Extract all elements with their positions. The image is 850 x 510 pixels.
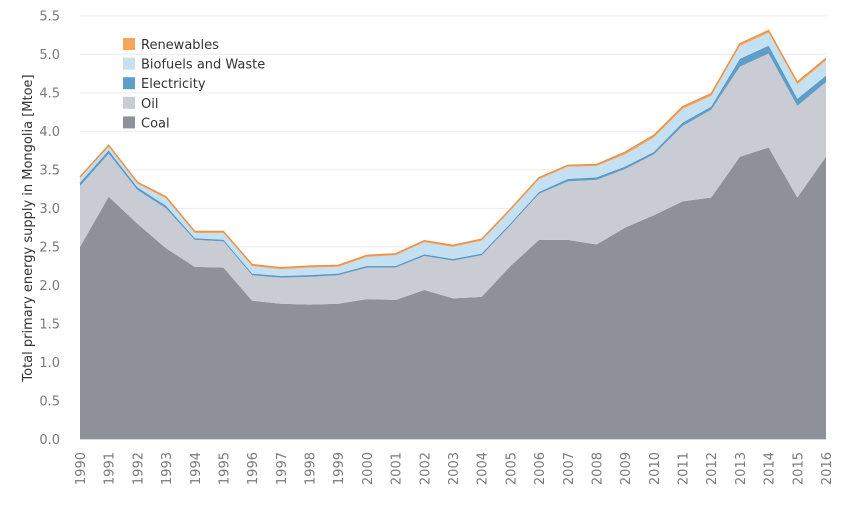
y-tick-label: 2.5 <box>39 240 60 255</box>
y-tick-label: 1.0 <box>39 356 60 371</box>
x-tick-label: 1993 <box>160 452 175 485</box>
x-tick-label: 2012 <box>705 452 720 485</box>
y-tick-label: 3.0 <box>39 202 60 217</box>
y-tick-label: 5.0 <box>39 48 60 63</box>
x-tick-label: 2013 <box>734 452 749 485</box>
y-tick-label: 5.5 <box>39 9 60 24</box>
legend-label: Coal <box>141 116 170 131</box>
series-area-coal <box>80 147 826 440</box>
legend-swatch <box>123 57 135 70</box>
x-tick-label: 2014 <box>763 452 778 485</box>
x-tick-label: 2003 <box>447 452 462 485</box>
x-tick-label: 2000 <box>361 452 376 485</box>
legend-swatch <box>123 38 135 50</box>
x-tick-label: 2008 <box>590 452 605 485</box>
x-tick-label: 2016 <box>820 452 835 485</box>
x-tick-label: 1994 <box>189 452 204 485</box>
x-tick-label: 2011 <box>677 452 692 485</box>
y-tick-label: 0.0 <box>39 433 60 448</box>
x-tick-label: 1997 <box>275 452 290 485</box>
legend-label: Electricity <box>141 77 206 92</box>
x-tick-label: 1990 <box>74 452 89 485</box>
x-tick-label: 2009 <box>619 452 634 485</box>
y-tick-label: 2.0 <box>39 279 60 294</box>
x-tick-label: 1999 <box>332 452 347 485</box>
y-axis-ticks: 0.0 0.5 1.0 1.5 2.0 2.5 3.0 3.5 4.0 4.5 5.0 5.5 <box>39 9 60 447</box>
x-tick-label: 2002 <box>418 452 433 485</box>
y-tick-label: 4.5 <box>39 86 60 101</box>
x-tick-label: 1998 <box>304 452 319 485</box>
legend-swatch <box>123 96 135 109</box>
y-tick-label: 0.5 <box>39 394 60 409</box>
legend-label: Biofuels and Waste <box>141 58 265 73</box>
x-tick-label: 2015 <box>791 452 806 485</box>
x-tick-label: 2001 <box>390 452 405 485</box>
x-axis-ticks: 1990 1991 1992 1993 1994 1995 1996 1997 1998 1999… <box>74 452 835 485</box>
legend-swatch <box>123 116 135 129</box>
x-tick-label: 1995 <box>217 452 232 485</box>
x-tick-label: 2006 <box>533 452 548 485</box>
series-line-renewables <box>79 29 827 269</box>
x-tick-label: 2010 <box>648 452 663 485</box>
x-tick-label: 1996 <box>246 452 261 485</box>
legend-label: Renewables <box>141 38 219 53</box>
x-tick-label: 1991 <box>103 452 118 485</box>
x-tick-label: 2005 <box>504 452 519 485</box>
x-tick-label: 1992 <box>131 452 146 485</box>
y-tick-label: 4.0 <box>39 125 60 140</box>
x-tick-label: 2007 <box>562 452 577 485</box>
y-tick-label: 3.5 <box>39 163 60 178</box>
y-tick-label: 1.5 <box>39 317 60 332</box>
series-area-oil <box>80 53 826 305</box>
x-tick-label: 2004 <box>476 452 491 485</box>
legend-swatch <box>123 77 135 90</box>
legend: Renewables Biofuels and Waste Electricity O… <box>123 38 265 131</box>
y-axis-label: Total primary energy supply in Mongolia … <box>21 74 36 382</box>
legend-label: Oil <box>141 97 158 112</box>
area-series <box>79 29 827 440</box>
